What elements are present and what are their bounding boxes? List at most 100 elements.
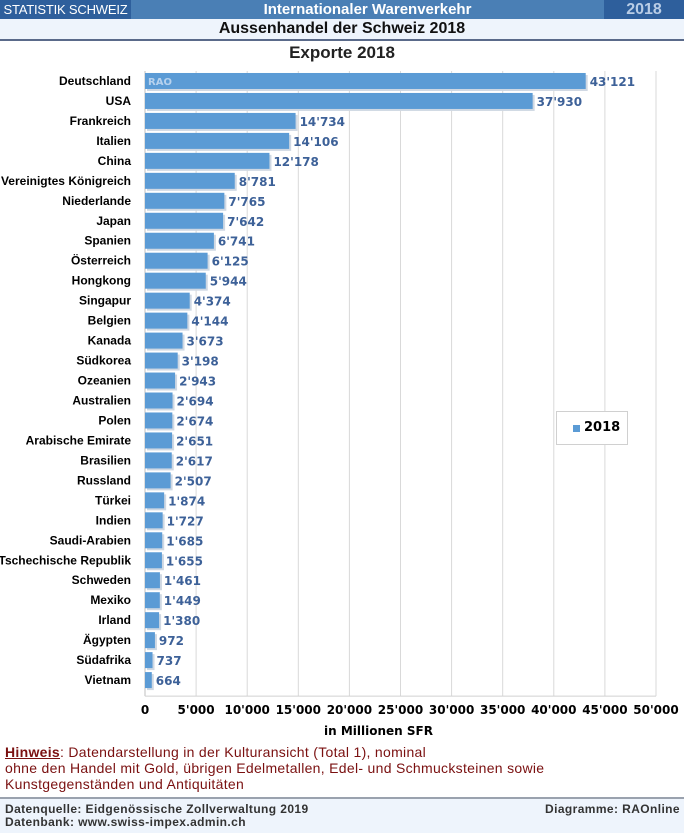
category-label: Deutschland bbox=[59, 74, 131, 88]
bar bbox=[145, 152, 270, 169]
legend: 2018 bbox=[556, 411, 628, 445]
value-labels: 43'121 37'930 14'734 14'106 12'178 8'781 7'765… bbox=[156, 75, 635, 688]
category-label: Ozeanien bbox=[78, 374, 131, 388]
footer-source: Datenquelle: Eidgenössische Zollverwaltu… bbox=[5, 802, 309, 816]
value-label: 737 bbox=[157, 654, 182, 668]
bar bbox=[145, 272, 206, 289]
bar bbox=[145, 132, 290, 149]
category-labels: Deutschland USA Frankreich Italien China Vere… bbox=[0, 74, 131, 687]
note-line-1: : Datendarstellung in der Kulturansicht … bbox=[60, 744, 427, 760]
bar bbox=[145, 92, 533, 109]
footer: Datenquelle: Eidgenössische Zollverwaltu… bbox=[0, 797, 684, 833]
chart-title: Exporte 2018 bbox=[289, 43, 395, 62]
category-label: Australien bbox=[72, 394, 131, 408]
bars bbox=[145, 72, 588, 691]
note-line-3: Kunstgegenständen und Antiquitäten bbox=[5, 776, 245, 792]
category-label: Irland bbox=[98, 613, 131, 627]
footer-database: Datenbank: www.swiss-impex.admin.ch bbox=[5, 815, 246, 829]
x-tick-label: 50'000 bbox=[633, 703, 678, 717]
value-label: 43'121 bbox=[590, 75, 635, 89]
x-tick-label: 30'000 bbox=[429, 703, 474, 717]
value-label: 1'727 bbox=[167, 514, 204, 528]
category-label: Indien bbox=[96, 513, 131, 527]
bar bbox=[145, 412, 173, 429]
bar bbox=[145, 172, 235, 189]
x-tick-label: 40'000 bbox=[531, 703, 576, 717]
value-label: 14'734 bbox=[300, 115, 345, 129]
value-label: 1'461 bbox=[164, 574, 201, 588]
header-brand: STATISTIK SCHWEIZ bbox=[0, 0, 131, 19]
x-tick-label: 20'000 bbox=[327, 703, 372, 717]
value-label: 3'673 bbox=[187, 335, 224, 349]
bar bbox=[145, 432, 173, 449]
bar bbox=[145, 192, 225, 209]
value-label: 4'374 bbox=[194, 295, 231, 309]
value-label: 1'380 bbox=[163, 614, 200, 628]
value-label: 1'874 bbox=[168, 494, 205, 508]
value-label: 2'694 bbox=[177, 395, 214, 409]
bar bbox=[145, 552, 162, 569]
x-tick-label: 10'000 bbox=[224, 703, 269, 717]
category-label: Japan bbox=[96, 214, 131, 228]
value-label: 972 bbox=[159, 634, 184, 648]
value-label: 2'617 bbox=[176, 454, 213, 468]
category-label: Südafrika bbox=[76, 653, 131, 667]
category-label: Frankreich bbox=[70, 114, 131, 128]
category-label: Russland bbox=[77, 473, 131, 487]
footer-credit: Diagramme: RAOnline bbox=[545, 802, 680, 816]
category-label: Kanada bbox=[88, 334, 132, 348]
category-label: Hongkong bbox=[72, 274, 131, 288]
value-label: 1'655 bbox=[166, 554, 203, 568]
bar bbox=[145, 292, 190, 309]
category-label: Arabische Emirate bbox=[26, 433, 132, 447]
category-label: Vietnam bbox=[85, 673, 131, 687]
category-label: Spanien bbox=[84, 234, 131, 248]
value-label: 1'449 bbox=[164, 594, 201, 608]
bar bbox=[145, 332, 183, 349]
value-label: 6'741 bbox=[218, 235, 255, 249]
header-year: 2018 bbox=[604, 0, 684, 19]
bar bbox=[145, 72, 586, 89]
value-label: 2'507 bbox=[175, 474, 212, 488]
x-axis-label: in Millionen SFR bbox=[324, 724, 433, 738]
category-label: Türkei bbox=[95, 493, 131, 507]
x-tick-label: 35'000 bbox=[480, 703, 525, 717]
legend-label-2018: 2018 bbox=[584, 420, 621, 435]
bar bbox=[145, 352, 178, 369]
category-label: USA bbox=[106, 94, 132, 108]
category-label: Schweden bbox=[72, 573, 131, 587]
category-label: Mexiko bbox=[90, 593, 131, 607]
bar bbox=[145, 672, 152, 689]
bar bbox=[145, 592, 160, 609]
value-label: 2'674 bbox=[176, 414, 213, 428]
category-label: Belgien bbox=[88, 314, 131, 328]
bar bbox=[145, 452, 172, 469]
bar bbox=[145, 372, 176, 389]
bar bbox=[145, 512, 163, 529]
category-label: Polen bbox=[98, 413, 131, 427]
header-bar: STATISTIK SCHWEIZ Internationaler Warenv… bbox=[0, 0, 684, 19]
value-label: 14'106 bbox=[293, 135, 338, 149]
value-label: 7'642 bbox=[227, 215, 264, 229]
x-tick-labels: 0 5'000 10'000 15'000 20'000 25'000 30'000 35'0… bbox=[141, 703, 679, 717]
value-label: 7'765 bbox=[228, 195, 265, 209]
x-tick-label: 0 bbox=[141, 703, 149, 717]
category-label: Singapur bbox=[79, 294, 131, 308]
x-tick-label: 5'000 bbox=[178, 703, 215, 717]
category-label: Italien bbox=[96, 134, 131, 148]
bar bbox=[145, 472, 171, 489]
watermark: RAO bbox=[148, 77, 172, 88]
category-label: China bbox=[98, 154, 132, 168]
value-label: 2'651 bbox=[176, 434, 213, 448]
value-label: 3'198 bbox=[182, 355, 219, 369]
bar bbox=[145, 232, 214, 249]
bar bbox=[145, 212, 224, 229]
x-tick-label: 45'000 bbox=[582, 703, 627, 717]
category-label: Vereinigtes Königreich bbox=[1, 174, 131, 188]
category-label: Brasilien bbox=[80, 453, 131, 467]
bar bbox=[145, 252, 208, 269]
bar bbox=[145, 112, 296, 129]
bar bbox=[145, 612, 160, 629]
bar bbox=[145, 572, 160, 589]
value-label: 2'943 bbox=[179, 375, 216, 389]
